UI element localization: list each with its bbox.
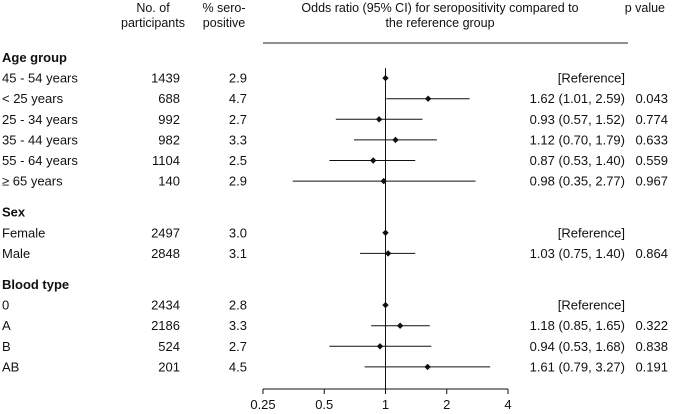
participants-cell: 982: [158, 132, 180, 147]
group-heading: Age group: [2, 50, 67, 65]
row-label: ≥ 65 years: [2, 174, 63, 189]
participants-cell: 1104: [152, 153, 180, 168]
participants-cell: 2434: [151, 298, 180, 313]
table-rows: Age group 45 - 54 years 1439 2.9 [Reference]…: [2, 50, 668, 374]
point-estimate: [376, 343, 384, 350]
header-p-value: p value: [625, 1, 665, 15]
participants-cell: 2497: [151, 225, 180, 240]
odds-ratio-text: 0.98 (0.35, 2.77): [530, 174, 625, 189]
point-estimate: [369, 157, 377, 164]
p-value-cell: 0.043: [635, 91, 668, 106]
seropositive-cell: 2.9: [229, 71, 247, 86]
p-value-cell: 0.559: [635, 153, 668, 168]
p-value-cell: 0.191: [635, 359, 668, 374]
odds-ratio-text: [Reference]: [558, 298, 625, 313]
row-label: < 25 years: [2, 91, 64, 106]
p-value-cell: 0.967: [635, 174, 668, 189]
row-label: Male: [2, 246, 30, 261]
row-label: 45 - 54 years: [2, 71, 78, 86]
row-label: A: [2, 318, 11, 333]
x-axis: 0.25 0.5 1 2 4: [250, 388, 512, 412]
participants-cell: 1439: [151, 71, 180, 86]
group-heading: Blood type: [2, 277, 69, 292]
odds-ratio-text: 1.18 (0.85, 1.65): [530, 318, 625, 333]
odds-ratio-text: 1.12 (0.70, 1.79): [530, 132, 625, 147]
header-seropositive-line2: positive: [203, 16, 245, 30]
point-estimate: [396, 322, 404, 329]
x-tick-label: 0.5: [315, 397, 333, 412]
header-odds-ratio-line2: the reference group: [385, 16, 494, 30]
x-tick-label: 1: [382, 397, 389, 412]
seropositive-cell: 2.7: [229, 112, 247, 127]
seropositive-cell: 3.3: [229, 318, 247, 333]
point-estimate: [424, 95, 432, 102]
odds-ratio-text: [Reference]: [558, 225, 625, 240]
row-label: 0: [2, 298, 9, 313]
seropositive-cell: 3.0: [229, 225, 247, 240]
point-estimate: [375, 116, 383, 123]
seropositive-cell: 2.9: [229, 174, 247, 189]
p-value-cell: 0.864: [635, 246, 668, 261]
row-label: 55 - 64 years: [2, 153, 78, 168]
seropositive-cell: 2.8: [229, 298, 247, 313]
header-odds-ratio-line1: Odds ratio (95% CI) for seropositivity c…: [301, 1, 578, 15]
group-heading: Sex: [2, 205, 26, 220]
row-label: AB: [2, 359, 19, 374]
participants-cell: 688: [158, 91, 180, 106]
row-label: B: [2, 339, 11, 354]
odds-ratio-text: 1.62 (1.01, 2.59): [530, 91, 625, 106]
header-participants-line2: participants: [121, 16, 185, 30]
seropositive-cell: 2.7: [229, 339, 247, 354]
p-value-cell: 0.633: [635, 132, 668, 147]
seropositive-cell: 4.5: [229, 359, 247, 374]
point-estimate: [424, 363, 431, 371]
participants-cell: 2848: [151, 246, 180, 261]
point-estimate: [384, 250, 392, 257]
seropositive-cell: 4.7: [229, 91, 247, 106]
seropositive-cell: 3.1: [229, 246, 247, 261]
x-tick-label: 0.25: [250, 397, 275, 412]
odds-ratio-text: 0.93 (0.57, 1.52): [530, 112, 625, 127]
point-estimate: [392, 136, 399, 144]
seropositive-cell: 3.3: [229, 132, 247, 147]
participants-cell: 201: [158, 359, 180, 374]
odds-ratio-text: 0.87 (0.53, 1.40): [530, 153, 625, 168]
odds-ratio-text: 1.03 (0.75, 1.40): [530, 246, 625, 261]
plot-marks: [292, 68, 491, 389]
header-participants-line1: No. of: [136, 1, 170, 15]
odds-ratio-text: 1.61 (0.79, 3.27): [530, 359, 625, 374]
p-value-cell: 0.774: [635, 112, 668, 127]
row-label: Female: [2, 225, 45, 240]
odds-ratio-text: 0.94 (0.53, 1.68): [530, 339, 625, 354]
p-value-cell: 0.322: [635, 318, 668, 333]
row-label: 25 - 34 years: [2, 112, 78, 127]
odds-ratio-text: [Reference]: [558, 71, 625, 86]
p-value-cell: 0.838: [635, 339, 668, 354]
participants-cell: 992: [158, 112, 180, 127]
seropositive-cell: 2.5: [229, 153, 247, 168]
participants-cell: 140: [158, 174, 180, 189]
participants-cell: 524: [158, 339, 180, 354]
participants-cell: 2186: [151, 318, 180, 333]
header-seropositive-line1: % sero-: [202, 1, 245, 15]
x-tick-label: 4: [504, 397, 511, 412]
x-tick-label: 2: [443, 397, 450, 412]
row-label: 35 - 44 years: [2, 132, 78, 147]
